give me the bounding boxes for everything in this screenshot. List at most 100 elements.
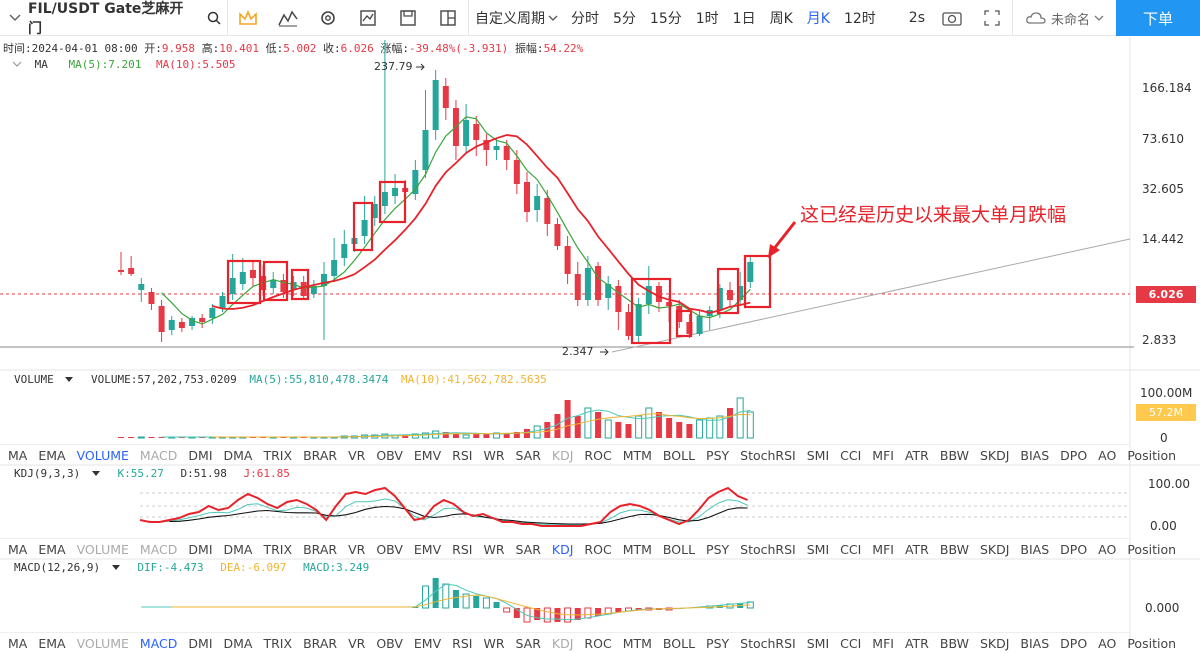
indicator-tab-psy[interactable]: PSY [706, 635, 730, 651]
indicator-tab-mtm[interactable]: MTM [622, 541, 652, 557]
order-button[interactable]: 下单 [1116, 0, 1200, 36]
indicator-tab-brar[interactable]: BRAR [303, 447, 338, 463]
indicator-tab-smi[interactable]: SMI [806, 541, 830, 557]
indicator-tab-dmi[interactable]: DMI [188, 447, 213, 463]
save-icon[interactable] [388, 0, 428, 36]
indicator-tab-obv[interactable]: OBV [376, 635, 403, 651]
indicator-tab-sar[interactable]: SAR [515, 541, 541, 557]
period-1d[interactable]: 1日 [732, 10, 756, 27]
indicator-tab-stochrsi[interactable]: StochRSI [740, 541, 796, 557]
indicator-tab-ema[interactable]: EMA [38, 447, 66, 463]
indicator-tab-cci[interactable]: CCI [840, 541, 862, 557]
crown-icon[interactable] [228, 0, 268, 36]
indicator-tab-wr[interactable]: WR [483, 635, 505, 651]
indicator-tab-skdj[interactable]: SKDJ [979, 635, 1010, 651]
gear-icon[interactable] [308, 0, 348, 36]
indicator-tab-obv[interactable]: OBV [376, 447, 403, 463]
indicator-tab-emv[interactable]: EMV [413, 541, 442, 557]
period-1h[interactable]: 1时 [695, 10, 719, 27]
indicator-tab-sar[interactable]: SAR [515, 447, 541, 463]
indicator-tab-ma[interactable]: MA [8, 447, 28, 463]
indicator-tab-cci[interactable]: CCI [840, 447, 862, 463]
chart-style-icon[interactable] [348, 0, 388, 36]
indicator-tab-bias[interactable]: BIAS [1020, 447, 1050, 463]
period-1mo[interactable]: 月K [806, 10, 830, 27]
indicator-tab-wr[interactable]: WR [483, 541, 505, 557]
indicator-tab-rsi[interactable]: RSI [452, 541, 473, 557]
indicator-tab-roc[interactable]: ROC [584, 541, 612, 557]
indicator-tab-bbw[interactable]: BBW [939, 447, 969, 463]
period-15min[interactable]: 15分 [649, 10, 682, 27]
layout-name-dropdown[interactable]: 未命名 [1013, 0, 1116, 36]
indicator-tab-ema[interactable]: EMA [38, 635, 66, 651]
indicator-tab-volume[interactable]: VOLUME [76, 447, 129, 463]
interval-toggle[interactable]: 2s [908, 10, 925, 26]
indicator-tab-ao[interactable]: AO [1098, 635, 1117, 651]
period-1min[interactable]: 分时 [571, 10, 599, 27]
volume-legend[interactable]: VOLUME VOLUME:57,202,753.0209 MA(5):55,8… [14, 373, 547, 386]
indicator-tab-wr[interactable]: WR [483, 447, 505, 463]
indicator-tab-mtm[interactable]: MTM [622, 635, 652, 651]
indicator-tab-roc[interactable]: ROC [584, 447, 612, 463]
indicator-tab-smi[interactable]: SMI [806, 635, 830, 651]
indicator-tab-boll[interactable]: BOLL [662, 541, 696, 557]
indicator-tab-rsi[interactable]: RSI [452, 635, 473, 651]
indicator-tab-position[interactable]: Position [1127, 447, 1177, 463]
macd-legend[interactable]: MACD(12,26,9) DIF:-4.473 DEA:-6.097 MACD… [14, 561, 369, 574]
indicator-tab-bias[interactable]: BIAS [1020, 541, 1050, 557]
indicator-tab-skdj[interactable]: SKDJ [979, 447, 1010, 463]
indicator-tab-trix[interactable]: TRIX [263, 635, 293, 651]
indicator-tab-emv[interactable]: EMV [413, 635, 442, 651]
indicator-tab-atr[interactable]: ATR [904, 447, 929, 463]
indicator-tab-brar[interactable]: BRAR [303, 541, 338, 557]
indicator-tab-psy[interactable]: PSY [706, 447, 730, 463]
indicator-tab-macd[interactable]: MACD [139, 635, 178, 651]
period-1w[interactable]: 周K [769, 10, 793, 27]
indicator-tab-trix[interactable]: TRIX [263, 447, 293, 463]
indicator-tab-position[interactable]: Position [1127, 635, 1177, 651]
indicator-tab-vr[interactable]: VR [348, 541, 366, 557]
indicator-tab-obv[interactable]: OBV [376, 541, 403, 557]
symbol-selector[interactable]: FIL/USDT Gate芝麻开门 [0, 0, 228, 37]
indicator-tab-kdj[interactable]: KDJ [551, 635, 574, 651]
indicator-tab-vr[interactable]: VR [348, 635, 366, 651]
indicator-tab-bias[interactable]: BIAS [1020, 635, 1050, 651]
ma-legend[interactable]: MA MA(5):7.201 MA(10):5.505 [12, 58, 235, 71]
indicator-tab-ma[interactable]: MA [8, 541, 28, 557]
indicator-tab-bbw[interactable]: BBW [939, 635, 969, 651]
indicator-tab-macd[interactable]: MACD [139, 447, 178, 463]
indicator-tab-emv[interactable]: EMV [413, 447, 442, 463]
indicator-tab-boll[interactable]: BOLL [662, 635, 696, 651]
indicator-tab-cci[interactable]: CCI [840, 635, 862, 651]
indicator-tab-boll[interactable]: BOLL [662, 447, 696, 463]
indicator-tab-smi[interactable]: SMI [806, 447, 830, 463]
indicator-tab-dma[interactable]: DMA [223, 541, 253, 557]
indicator-tab-dpo[interactable]: DPO [1060, 447, 1088, 463]
indicator-tab-roc[interactable]: ROC [584, 635, 612, 651]
indicator-tab-dpo[interactable]: DPO [1060, 635, 1088, 651]
indicator-tab-stochrsi[interactable]: StochRSI [740, 635, 796, 651]
indicator-tab-atr[interactable]: ATR [904, 635, 929, 651]
indicator-tab-macd[interactable]: MACD [139, 541, 178, 557]
indicator-tab-ema[interactable]: EMA [38, 541, 66, 557]
indicator-tab-volume[interactable]: VOLUME [76, 635, 129, 651]
indicator-tab-mtm[interactable]: MTM [622, 447, 652, 463]
indicator-tab-ao[interactable]: AO [1098, 447, 1117, 463]
indicator-tab-kdj[interactable]: KDJ [551, 541, 574, 557]
indicator-tab-dmi[interactable]: DMI [188, 635, 213, 651]
indicator-tab-vr[interactable]: VR [348, 447, 366, 463]
layout-icon[interactable] [428, 0, 468, 36]
indicator-tab-kdj[interactable]: KDJ [551, 447, 574, 463]
period-5min[interactable]: 5分 [613, 10, 636, 27]
indicator-tab-mfi[interactable]: MFI [872, 447, 894, 463]
indicator-tab-ma[interactable]: MA [8, 635, 28, 651]
indicator-tab-sar[interactable]: SAR [515, 635, 541, 651]
indicator-icon[interactable] [268, 0, 308, 36]
indicator-tab-mfi[interactable]: MFI [872, 635, 894, 651]
custom-period-dropdown[interactable]: 自定义周期 [469, 0, 564, 36]
indicator-tab-atr[interactable]: ATR [904, 541, 929, 557]
indicator-tab-dma[interactable]: DMA [223, 635, 253, 651]
indicator-tab-dmi[interactable]: DMI [188, 541, 213, 557]
fullscreen-icon[interactable] [972, 0, 1012, 36]
